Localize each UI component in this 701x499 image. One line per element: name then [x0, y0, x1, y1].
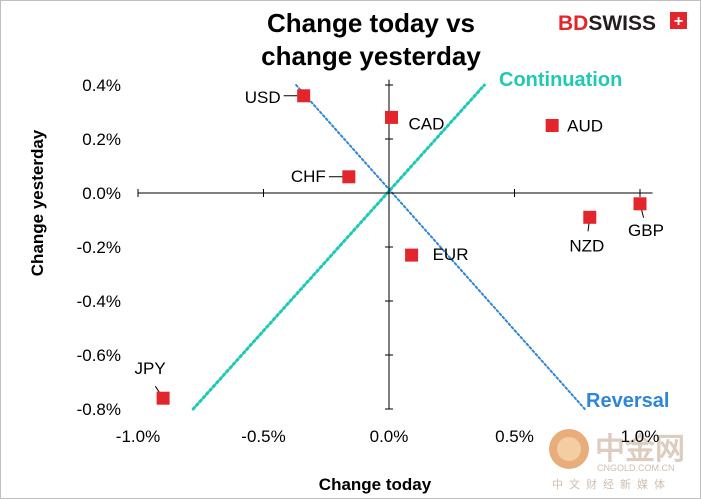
- y-tick-label: -0.4%: [77, 292, 121, 311]
- guide-lines: [191, 83, 586, 411]
- x-tick-label: 0.0%: [370, 427, 409, 446]
- watermark-tagline: 中文财经新媒体: [552, 477, 671, 491]
- point-jpy: [156, 391, 170, 405]
- point-chf: [342, 170, 356, 184]
- logo-plus-box: [670, 12, 687, 29]
- point-label-usd: USD: [245, 88, 281, 107]
- axes: [137, 79, 653, 410]
- y-tick-label: -0.8%: [77, 400, 121, 419]
- chart-title-line-2: change yesterday: [261, 41, 481, 71]
- guide-line-continuation: [191, 83, 486, 411]
- point-nzd: [583, 210, 597, 224]
- point-label-cad: CAD: [409, 114, 445, 133]
- y-tick-label: 0.0%: [82, 184, 121, 203]
- point-label-jpy: JPY: [135, 359, 166, 378]
- bdswiss-logo: BDSWISS +: [558, 12, 687, 35]
- x-tick-label: 0.5%: [495, 427, 534, 446]
- x-axis-title: Change today: [319, 475, 432, 494]
- logo-plus: +: [674, 13, 683, 30]
- guide-line-reversal: [295, 84, 586, 410]
- reversal-label: Reversal: [586, 390, 669, 412]
- chart-title-line-1: Change today vs: [267, 8, 475, 38]
- point-label-aud: AUD: [567, 117, 603, 136]
- point-gbp: [633, 197, 647, 211]
- x-tick-label: -0.5%: [241, 427, 285, 446]
- continuation-label: Continuation: [499, 69, 622, 91]
- point-label-chf: CHF: [291, 167, 326, 186]
- point-aud: [545, 119, 559, 132]
- point-cad: [385, 110, 399, 124]
- svg-text:BDSWISS: BDSWISS: [558, 12, 656, 35]
- watermark-name: 中金网: [595, 432, 685, 467]
- x-tick-label: -1.0%: [116, 427, 160, 446]
- point-label-nzd: NZD: [569, 236, 604, 255]
- tick-labels: -1.0% -0.5% 0.0% 0.5% 1.0% 0.4% 0.2% 0.0% -0.2% -…: [77, 76, 660, 446]
- y-axis-title: Change yesterday: [28, 129, 47, 276]
- x-tick-label: 1.0%: [621, 427, 660, 446]
- point-usd: [297, 89, 311, 103]
- watermark-site: CNGOLD.COM.CN: [597, 463, 675, 473]
- logo-part2: SWISS: [588, 12, 656, 35]
- y-tick-label: -0.2%: [77, 238, 121, 257]
- y-tick-label: -0.6%: [77, 346, 121, 365]
- y-tick-label: 0.2%: [82, 130, 121, 149]
- cngold-watermark: 中金网 CNGOLD.COM.CN 中文财经新媒体: [549, 429, 685, 491]
- point-eur: [405, 248, 419, 262]
- logo-part1: BD: [558, 12, 588, 35]
- data-points: USD CAD AUD CHF GBP NZD EUR JPY: [135, 88, 664, 405]
- y-tick-label: 0.4%: [82, 76, 121, 95]
- point-label-eur: EUR: [433, 245, 469, 264]
- point-label-gbp: GBP: [628, 221, 664, 240]
